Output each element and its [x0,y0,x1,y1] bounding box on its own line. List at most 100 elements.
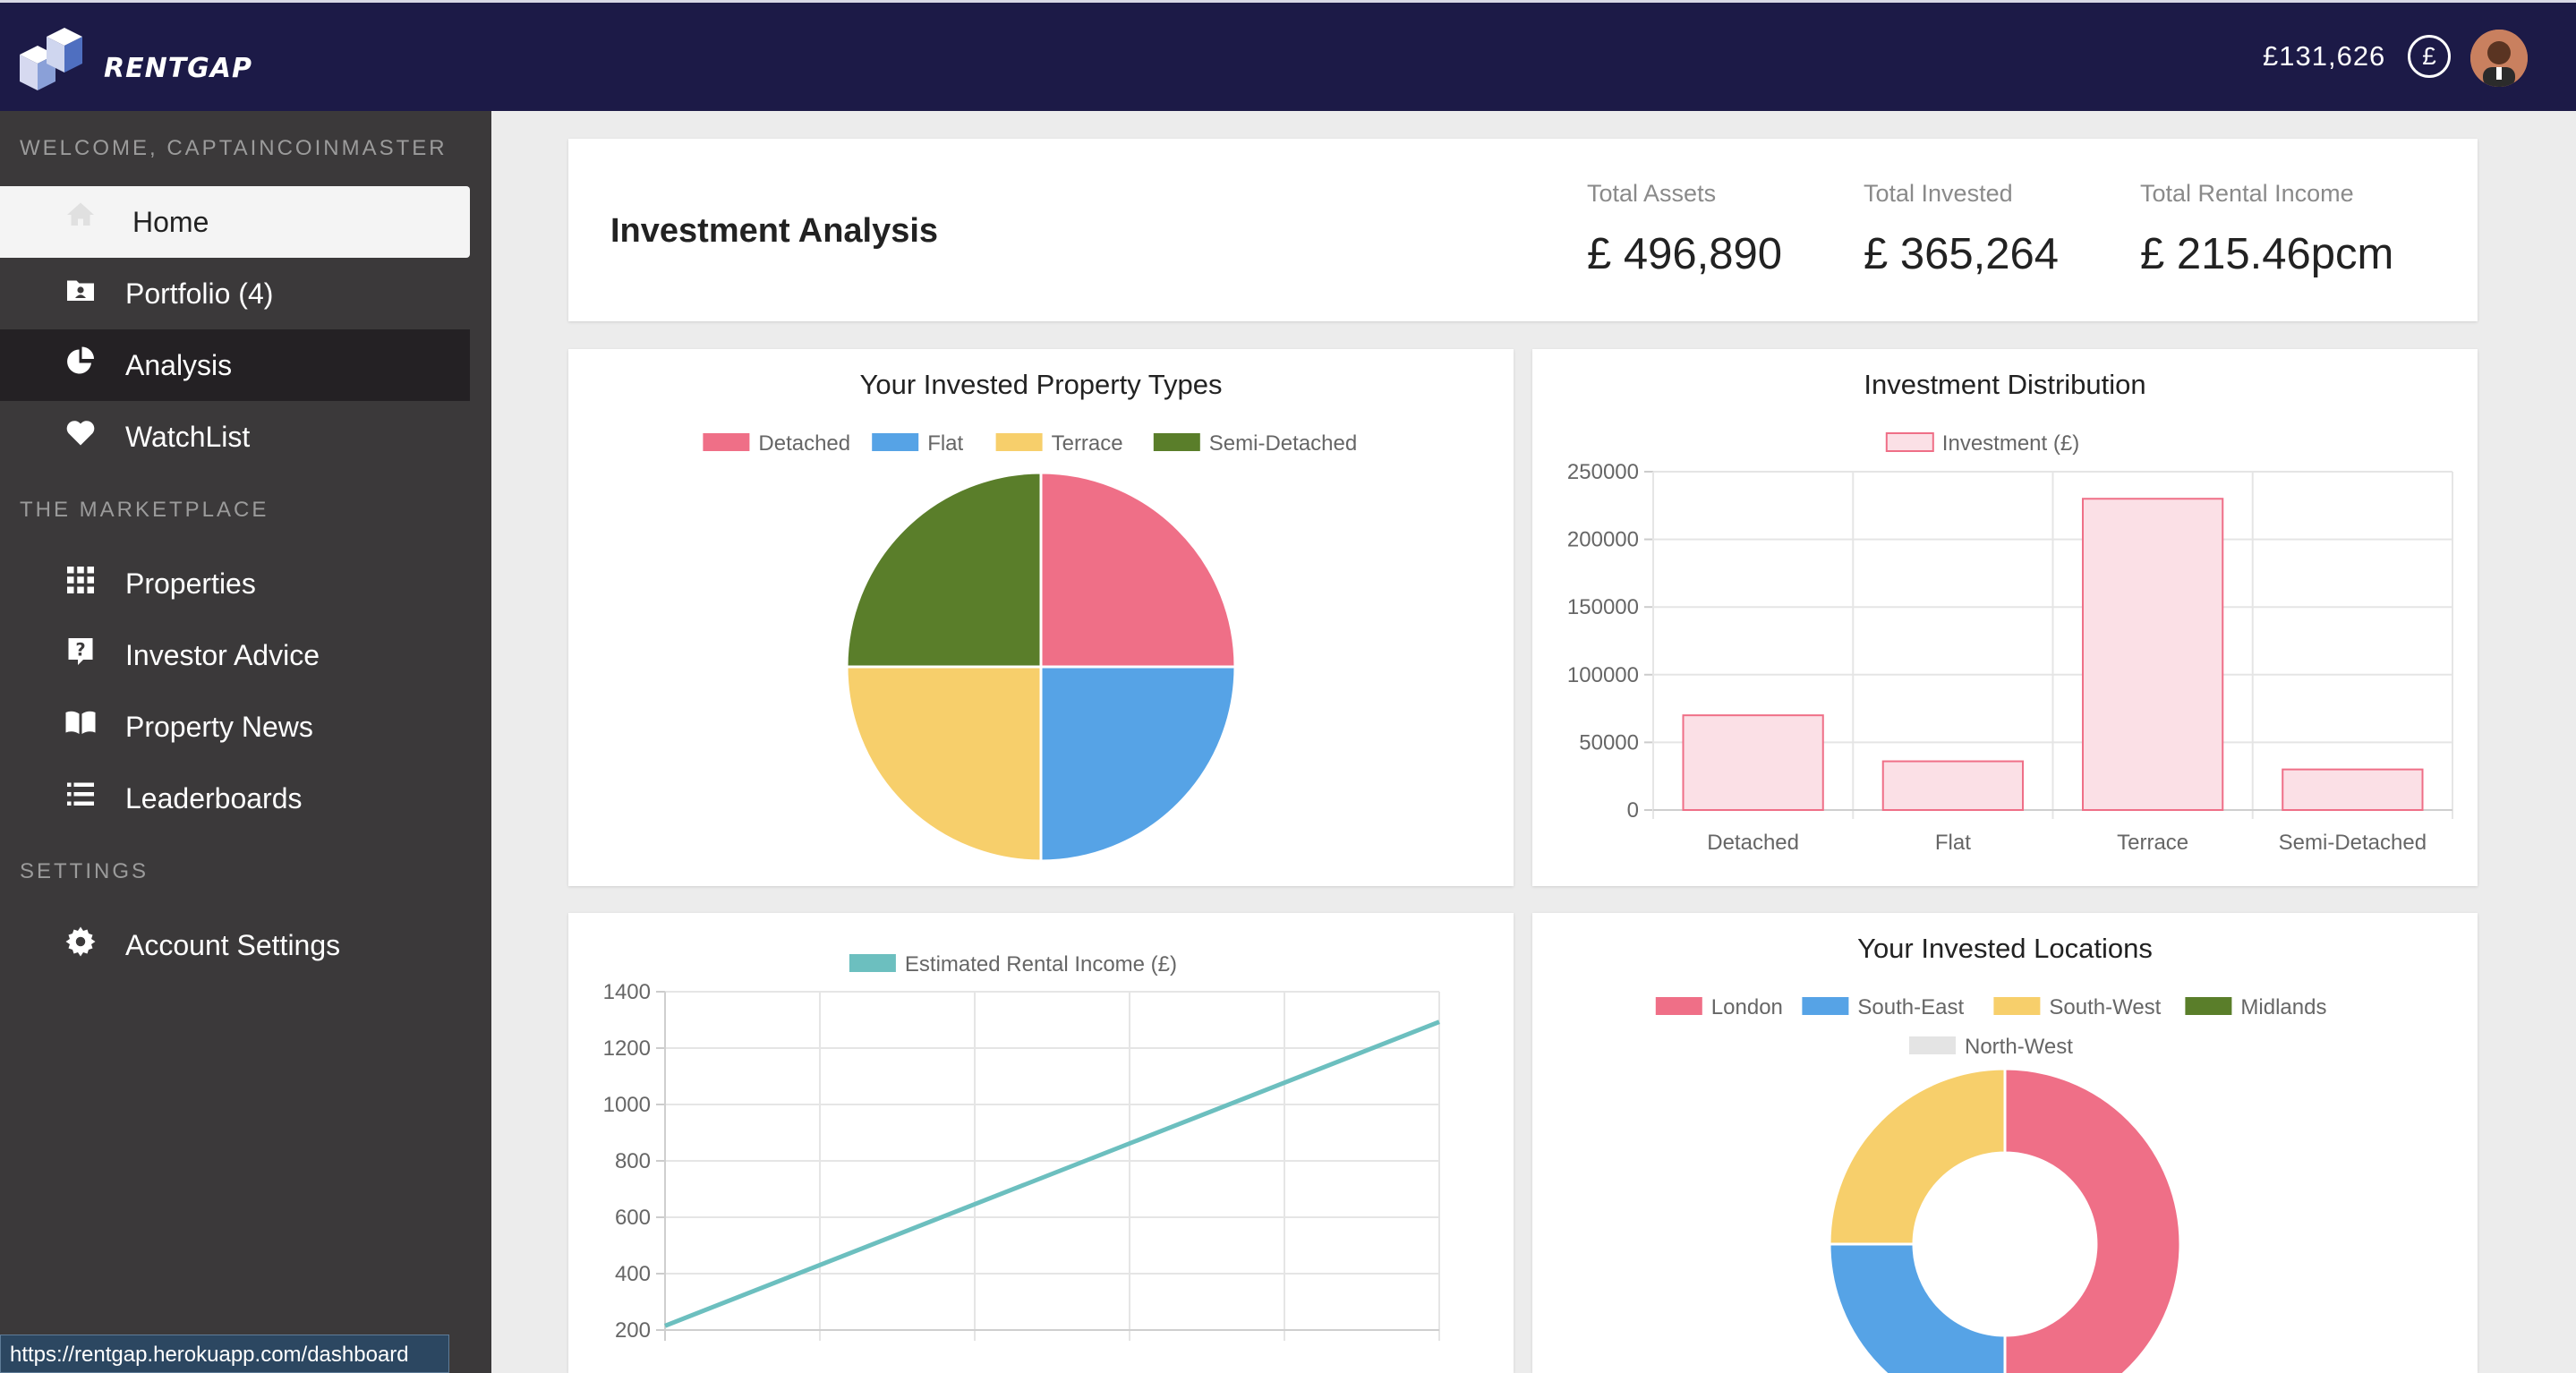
sidebar-item-label: Account Settings [125,929,341,961]
legend-swatch [1153,433,1200,451]
chart-title: Your Invested Locations [1857,933,2153,964]
legend-label: North-West [1965,1035,2073,1059]
pie-slice-terrace [845,665,1043,863]
doughnut-slice-london [2003,1067,2182,1373]
stat-total-rental-income: Total Rental Income £ 215.46pcm [2140,180,2393,279]
x-tick-label: Terrace [2117,831,2188,855]
x-tick-label: Flat [1935,831,1971,855]
pie-slice-flat [1039,665,1237,863]
legend-label: Midlands [2240,995,2326,1019]
legend-label: South-West [2049,995,2161,1019]
legend-swatch [872,433,919,451]
legend-swatch [849,954,896,972]
y-tick-label: 200 [615,1318,651,1343]
sidebar-item-label: Properties [125,567,256,600]
heart-icon [66,421,95,446]
legend-swatch [1655,997,1702,1015]
legend-label: Terrace [1052,431,1123,456]
bar-semi-detached [2282,768,2424,812]
investment-summary-card: Investment Analysis Total Assets £ 496,8… [568,139,2478,321]
stat-value: £ 215.46pcm [2140,230,2394,278]
rental-income-line-chart: Estimated Rental Income (£) 1400 1200 1000 8… [603,952,1440,1343]
sidebar-item-label: Analysis [125,349,233,381]
y-tick-label: 200000 [1567,528,1639,552]
pie-slice-semi-detached [845,471,1043,669]
stat-label: Total Rental Income [2140,180,2354,207]
chart-title: Investment Distribution [1864,369,2145,400]
sidebar-item-label: Home [132,206,209,238]
sidebar-item-portfolio[interactable]: Portfolio (4) [0,258,470,329]
logo-cubes-icon [20,28,82,90]
y-tick-label: 1400 [603,980,651,1004]
account-balance: £131,626 [2263,40,2386,72]
grid-icon [67,567,94,593]
investment-distribution-bar-chart: Investment Distribution Investment (£) 250… [1567,369,2453,855]
chart-title: Your Invested Property Types [860,369,1223,400]
invested-locations-doughnut-chart: Your Invested Locations London South-East S… [1655,933,2326,1373]
sidebar-item-analysis[interactable]: Analysis [0,329,470,401]
doughnut-slice-south-west [1828,1067,2007,1246]
bar-flat [1881,760,2025,811]
property-types-chart-card: Your Invested Property Types Detached Flat… [568,349,1514,886]
legend-label: Estimated Rental Income (£) [905,952,1177,976]
home-icon [67,202,94,226]
legend-swatch [1802,997,1849,1015]
x-tick-label: Detached [1707,831,1799,855]
y-tick-label: 600 [615,1206,651,1230]
marketplace-heading: THE MARKETPLACE [20,498,269,522]
sidebar-item-label: Portfolio (4) [125,277,274,310]
top-navbar: RENTGAP £131,626 £ [0,0,2576,111]
stat-value: £ 365,264 [1864,230,2059,278]
legend-swatch [1993,997,2041,1015]
sidebar-item-label: WatchList [125,421,251,453]
property-types-pie-chart: Your Invested Property Types Detached Flat… [703,369,1357,863]
sidebar-item-account-settings[interactable]: Account Settings [0,909,470,981]
y-tick-label: 1000 [603,1093,651,1117]
bar-detached [1682,714,1824,811]
sidebar-item-label: Investor Advice [125,639,320,671]
legend-swatch [1909,1036,1956,1054]
portfolio-folder-icon [67,280,94,301]
series-line-rental-income [664,1019,1440,1328]
sidebar-item-label: Leaderboards [125,782,303,814]
sidebar-item-property-news[interactable]: Property News [0,691,470,763]
list-icon [67,782,94,806]
legend-label: South-East [1857,995,1964,1019]
y-tick-label: 800 [615,1149,651,1173]
legend-label: Investment (£) [1942,431,2079,456]
legend-swatch [1885,432,1934,452]
y-tick-label: 400 [615,1262,651,1286]
investment-distribution-chart-card: Investment Distribution Investment (£) 250… [1532,349,2478,886]
y-tick-label: 100000 [1567,663,1639,687]
y-tick-label: 150000 [1567,595,1639,619]
sidebar-item-watchlist[interactable]: WatchList [0,401,470,473]
stat-total-invested: Total Invested £ 365,264 [1864,180,2059,279]
sidebar-item-investor-advice[interactable]: ? Investor Advice [0,619,470,691]
settings-heading: SETTINGS [20,859,149,883]
pie-chart-icon [67,346,94,374]
legend-label: Flat [927,431,963,456]
pound-icon[interactable]: £ [2408,35,2451,78]
gear-icon [65,926,96,957]
doughnut-slice-south-east [1828,1242,2007,1373]
status-bar-url: https://rentgap.herokuapp.com/dashboard [0,1335,449,1373]
question-icon: ? [68,638,93,665]
sidebar-item-label: Property News [125,711,313,743]
sidebar-item-home[interactable]: Home [0,186,470,258]
book-icon [65,711,96,734]
bar-terrace [2081,498,2224,812]
stat-total-assets: Total Assets £ 496,890 [1587,180,1782,279]
rentgap-logo[interactable]: RENTGAP [11,19,252,99]
svg-text:?: ? [75,640,85,661]
y-tick-label: 250000 [1567,460,1639,484]
sidebar-item-properties[interactable]: Properties [0,548,470,619]
legend-swatch [995,433,1043,451]
avatar[interactable] [2470,30,2528,87]
invested-locations-chart-card: Your Invested Locations London South-East S… [1532,913,2478,1373]
y-tick-label: 1200 [603,1036,651,1061]
legend-swatch [2185,997,2232,1015]
page-title: Investment Analysis [610,212,939,250]
stat-label: Total Invested [1864,180,2013,207]
stat-value: £ 496,890 [1587,230,1782,278]
sidebar-item-leaderboards[interactable]: Leaderboards [0,763,470,834]
